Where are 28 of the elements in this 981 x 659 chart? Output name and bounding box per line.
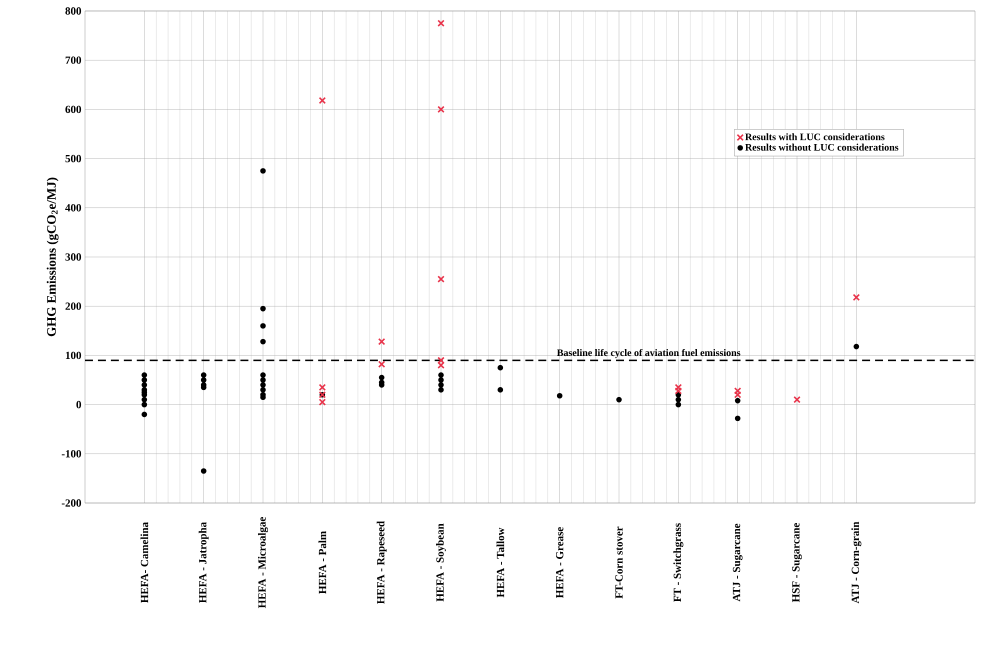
x-tick-label: ATJ - Corn-grain [851,522,862,604]
y-tick-label: 600 [65,106,82,114]
y-tick-label: -200 [62,499,82,507]
y-tick-label: 300 [65,253,82,261]
x-tick-label: HEFA - Jatropha [198,522,209,603]
y-tick-label: 400 [65,204,82,212]
x-tick-label: FT - Switchgrass [673,523,684,602]
x-tick-label: HSF - Sugarcane [792,523,802,602]
y-tick-label: 800 [65,7,82,15]
ref-line-label: Baseline life cycle of aviation fuel emissions [556,348,740,358]
y-tick-label: 700 [66,56,82,64]
x-tick-label: HEFA - Tallow [496,528,504,598]
x-tick-label: HEFA - Soybean [436,524,446,602]
y-tick-label: -100 [62,450,82,458]
y-axis-title: GHG Emissions (gCO$_{2}$e/MJ) [46,178,59,336]
y-tick-label: 500 [65,154,82,162]
y-tick-label: 200 [65,302,82,310]
y-tick-label: 0 [76,400,82,408]
legend-label: Results with LUC considerations [745,133,885,140]
x-tick-label: HEFA - Microalgae [258,517,268,608]
y-tick-label: 100 [66,352,82,360]
x-tick-label: HEFA - Rapeseed [376,521,387,604]
x-tick-label: ATJ - Sugarcane [732,524,743,602]
x-tick-label: HEFA - Grease [556,527,564,598]
x-tick-label: FT-Corn stover [615,526,623,599]
x-tick-label: HEFA - Palm [318,531,326,594]
legend-label: Results without LUC considerations [745,144,898,151]
x-tick-label: HEFA- Camelina [140,522,148,603]
